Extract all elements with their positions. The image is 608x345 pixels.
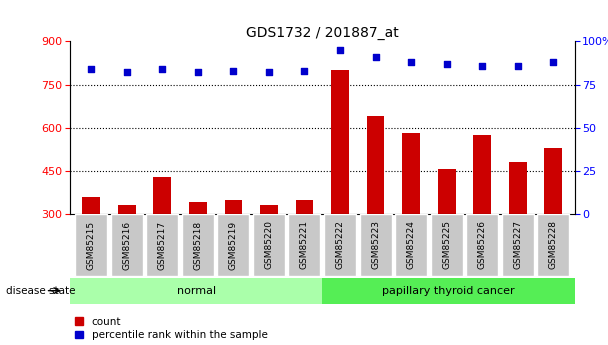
Bar <box>544 148 562 214</box>
Bar <box>473 135 491 214</box>
Text: normal: normal <box>176 286 216 296</box>
Text: papillary thyroid cancer: papillary thyroid cancer <box>382 286 515 296</box>
Bar <box>224 199 242 214</box>
Point <box>86 66 96 72</box>
Bar <box>153 177 171 214</box>
Bar <box>430 214 463 276</box>
Bar <box>331 70 349 214</box>
Bar <box>70 278 322 304</box>
Bar <box>395 214 427 276</box>
Point <box>264 70 274 75</box>
Text: GSM85228: GSM85228 <box>549 220 558 269</box>
Bar <box>253 214 285 276</box>
Point <box>193 70 202 75</box>
Text: GSM85225: GSM85225 <box>442 220 451 269</box>
Point <box>157 66 167 72</box>
Text: GSM85227: GSM85227 <box>513 220 522 269</box>
Text: GSM85224: GSM85224 <box>407 220 416 269</box>
Point <box>300 68 309 73</box>
Bar <box>260 205 278 214</box>
Text: GSM85216: GSM85216 <box>122 220 131 269</box>
Bar <box>509 162 527 214</box>
Point <box>335 47 345 53</box>
Legend: count, percentile rank within the sample: count, percentile rank within the sample <box>75 317 268 340</box>
Text: GSM85222: GSM85222 <box>336 220 345 269</box>
Bar <box>322 278 575 304</box>
Text: GSM85223: GSM85223 <box>371 220 380 269</box>
Bar <box>218 214 249 276</box>
Point <box>548 59 558 65</box>
Text: GSM85221: GSM85221 <box>300 220 309 269</box>
Text: GSM85220: GSM85220 <box>264 220 274 269</box>
Bar <box>182 214 214 276</box>
Text: disease state: disease state <box>6 286 75 296</box>
Bar <box>438 169 455 214</box>
Bar <box>75 214 107 276</box>
Bar <box>111 214 143 276</box>
Bar <box>189 203 207 214</box>
Bar <box>118 205 136 214</box>
Point <box>122 70 132 75</box>
Text: GSM85226: GSM85226 <box>478 220 486 269</box>
Text: GSM85219: GSM85219 <box>229 220 238 269</box>
Bar <box>324 214 356 276</box>
Bar <box>288 214 320 276</box>
Title: GDS1732 / 201887_at: GDS1732 / 201887_at <box>246 26 399 40</box>
Bar <box>295 199 313 214</box>
Point <box>477 63 487 68</box>
Bar <box>359 214 392 276</box>
Point <box>513 63 522 68</box>
Point <box>406 59 416 65</box>
Point <box>442 61 452 67</box>
Bar <box>466 214 498 276</box>
Point <box>371 54 381 60</box>
Bar <box>502 214 534 276</box>
Bar <box>402 134 420 214</box>
Bar <box>82 197 100 214</box>
Text: GSM85218: GSM85218 <box>193 220 202 269</box>
Bar <box>367 116 384 214</box>
Text: GSM85217: GSM85217 <box>158 220 167 269</box>
Text: GSM85215: GSM85215 <box>87 220 95 269</box>
Bar <box>147 214 178 276</box>
Point <box>229 68 238 73</box>
Bar <box>537 214 569 276</box>
